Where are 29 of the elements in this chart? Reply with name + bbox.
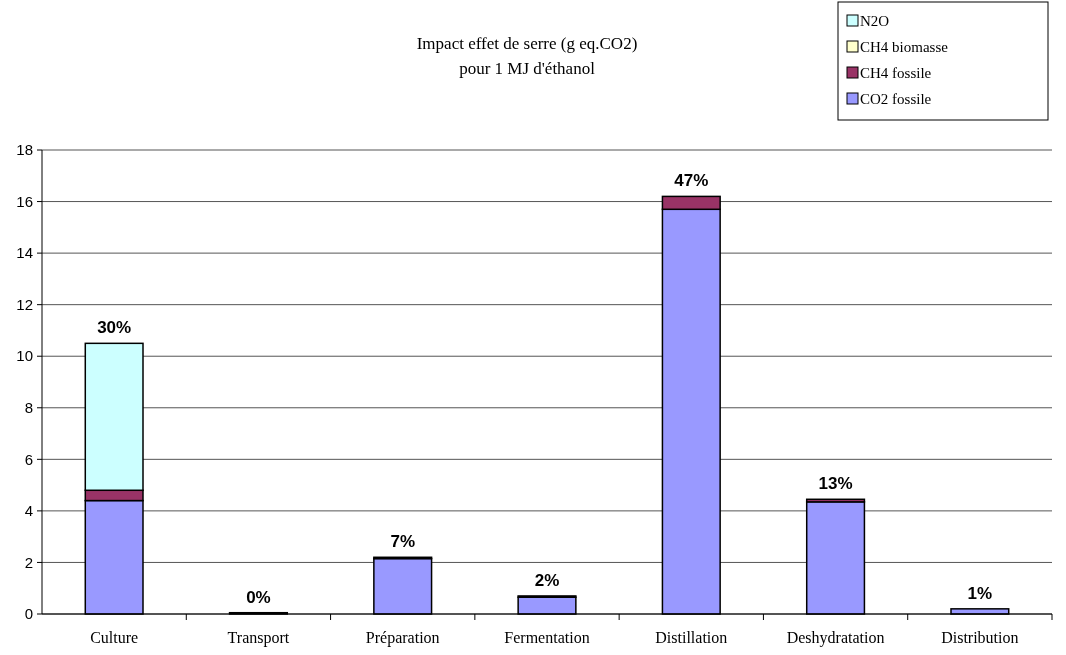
annotation: 7% [390, 532, 415, 552]
x-tick-label: Distribution [941, 629, 1019, 646]
legend-label: CH4 biomasse [860, 39, 949, 56]
y-tick-label: 4 [24, 502, 33, 520]
annotation: 30% [97, 318, 132, 338]
y-tick-label: 14 [16, 244, 33, 262]
y-tick-label: 0 [24, 605, 33, 623]
y-tick-label: 6 [24, 450, 33, 468]
annotation: 13% [818, 474, 853, 494]
y-tick-label: 12 [16, 295, 33, 313]
x-tick-label: Culture [90, 629, 139, 646]
y-tick-label: 10 [16, 347, 33, 365]
annotation: 2% [534, 570, 560, 590]
y-tick-label: 2 [24, 553, 33, 571]
legend-label: N2O [860, 13, 890, 30]
x-tick-label: Deshydratation [786, 629, 885, 647]
y-tick-label: 8 [24, 399, 33, 417]
x-tick-label: Distillation [655, 629, 728, 646]
x-tick-label: Fermentation [504, 629, 590, 646]
chart-title: Impact effet de serre (g eq.CO2) pour 1 MJ d'éthanol [416, 34, 638, 78]
legend-label: CO2 fossile [860, 91, 932, 108]
annotation: 0% [246, 587, 271, 607]
annotation: 1% [967, 583, 993, 603]
y-tick-label: 18 [16, 141, 33, 159]
y-tick-label: 16 [16, 192, 33, 210]
legend-label: CH4 fossile [860, 65, 932, 82]
x-tick-label: Transport [227, 629, 290, 647]
annotation: 47% [674, 171, 709, 191]
x-tick-label: Préparation [365, 629, 440, 647]
